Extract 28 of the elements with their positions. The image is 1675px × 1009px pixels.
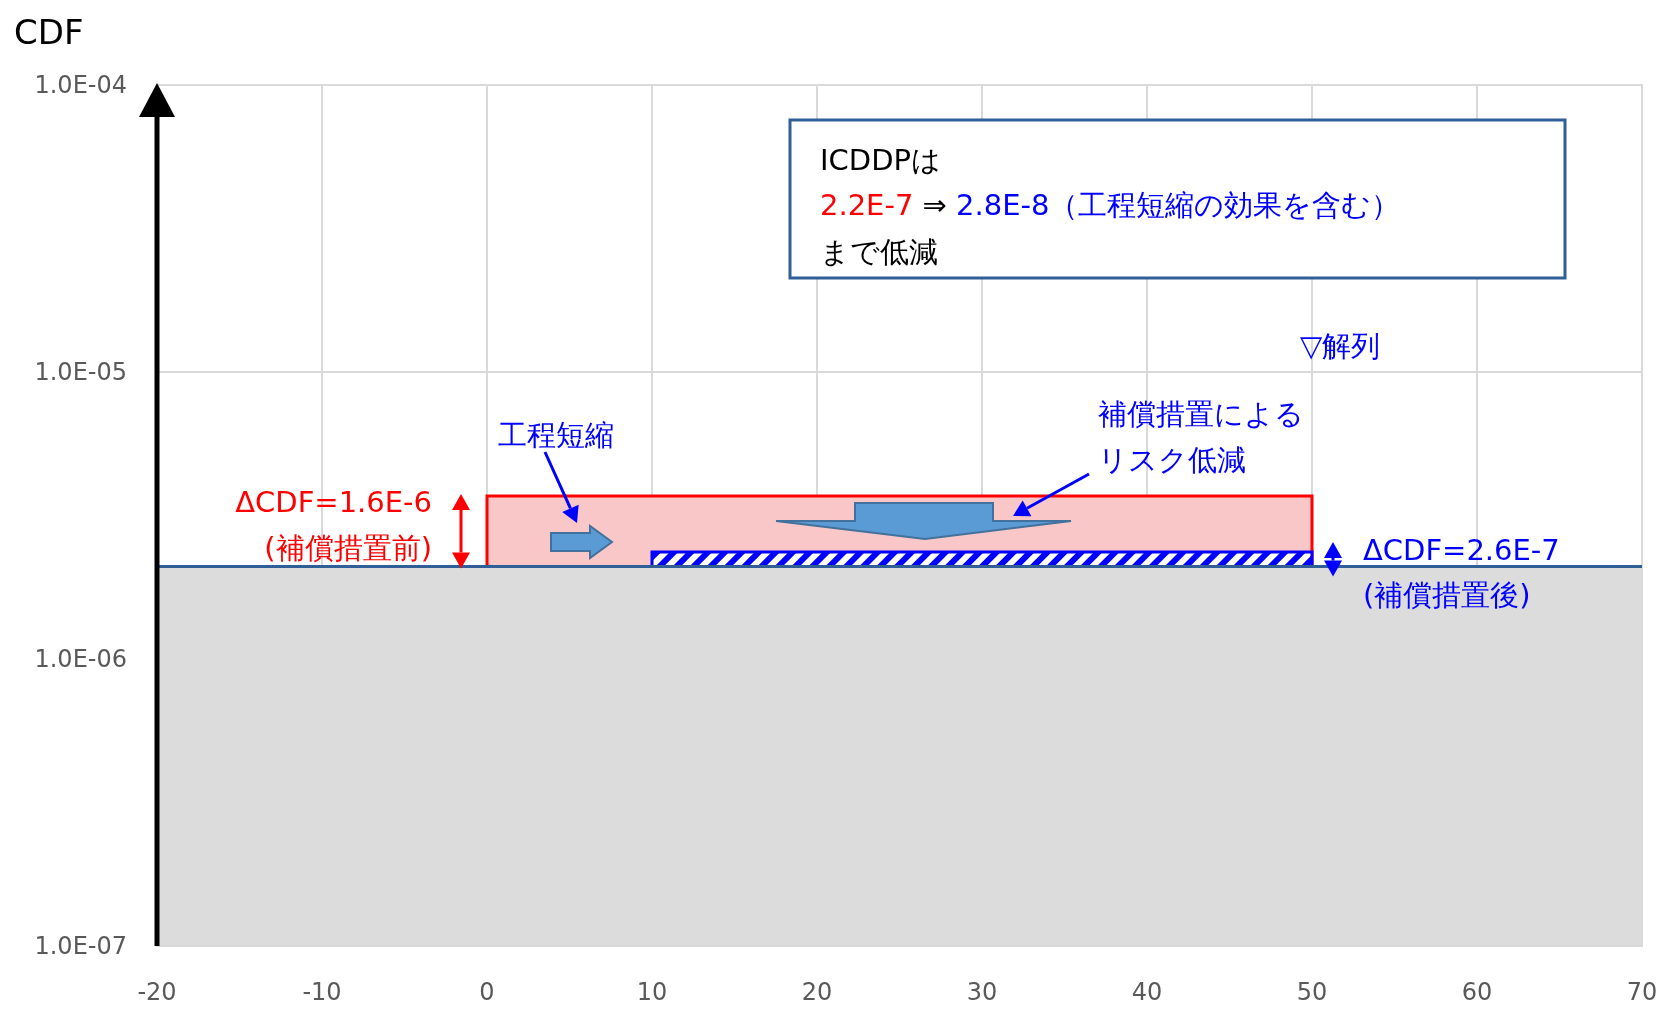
annotation: まで低減 bbox=[820, 235, 938, 269]
x-tick-label: -20 bbox=[137, 978, 177, 1006]
annotation: 工程短縮 bbox=[498, 418, 614, 452]
annotation: 補償措置による bbox=[1098, 397, 1304, 431]
x-tick-label: 20 bbox=[801, 978, 833, 1006]
annotation: ⇒ bbox=[913, 188, 947, 222]
annotation: ▽解列 bbox=[1300, 329, 1381, 363]
y-axis-title: CDF bbox=[14, 12, 84, 52]
y-tick-label: 1.0E-04 bbox=[34, 71, 127, 99]
annotation: (補償措置前) bbox=[264, 531, 432, 565]
annotation: ICDDPは bbox=[820, 143, 941, 177]
annotation: ΔCDF=2.6E-7 bbox=[1363, 533, 1560, 567]
x-tick-label: 0 bbox=[479, 978, 495, 1006]
x-tick-label: 10 bbox=[636, 978, 668, 1006]
y-tick-label: 1.0E-05 bbox=[34, 358, 127, 386]
x-tick-label: 50 bbox=[1296, 978, 1328, 1006]
annotation: ΔCDF=1.6E-6 bbox=[235, 485, 432, 519]
y-tick-label: 1.0E-06 bbox=[34, 645, 127, 673]
x-tick-label: 30 bbox=[966, 978, 998, 1006]
annotation: 2.8E-8（工程短縮の効果を含む） bbox=[946, 188, 1401, 222]
annotation: 2.2E-7 bbox=[820, 188, 914, 222]
x-tick-label: -10 bbox=[302, 978, 342, 1006]
annotation: (補償措置後) bbox=[1363, 578, 1531, 612]
x-tick-label: 70 bbox=[1626, 978, 1658, 1006]
annotation: リスク低減 bbox=[1098, 443, 1246, 477]
x-tick-label: 40 bbox=[1131, 978, 1163, 1006]
x-tick-label: 60 bbox=[1461, 978, 1493, 1006]
y-tick-label: 1.0E-07 bbox=[34, 932, 127, 960]
